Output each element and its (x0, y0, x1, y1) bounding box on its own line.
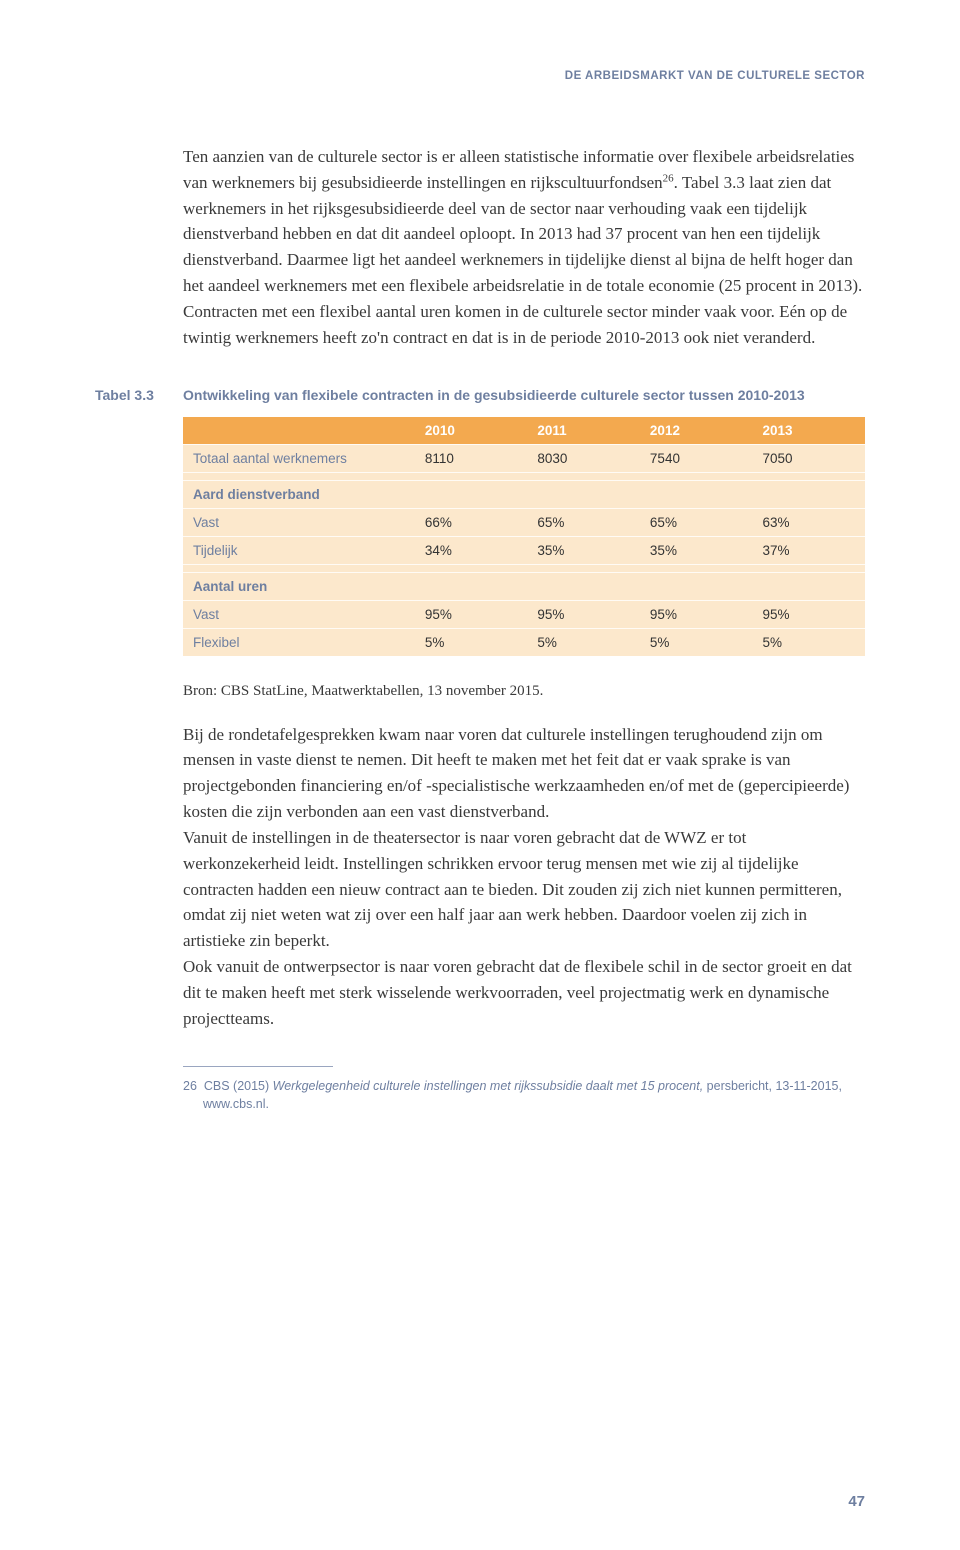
table-row (183, 472, 865, 480)
row-label: Vast (183, 600, 415, 628)
row-value: 5% (752, 628, 865, 656)
th-blank (183, 417, 415, 445)
row-value: 65% (640, 508, 753, 536)
row-value: 65% (527, 508, 640, 536)
row-value: 66% (415, 508, 528, 536)
table-row (183, 564, 865, 572)
row-value: 5% (640, 628, 753, 656)
table-row: Aard dienstverband (183, 480, 865, 508)
spacer-cell (752, 472, 865, 480)
row-value: 34% (415, 536, 528, 564)
para3-text: Vanuit de instellingen in de theatersect… (183, 825, 865, 954)
row-label: Vast (183, 508, 415, 536)
spacer-cell (640, 564, 753, 572)
footnote-rule (183, 1066, 333, 1067)
row-label: Aard dienstverband (183, 480, 415, 508)
row-value (415, 572, 528, 600)
row-label: Tijdelijk (183, 536, 415, 564)
spacer-cell (527, 564, 640, 572)
spacer-cell (415, 472, 528, 480)
running-head: DE ARBEIDSMARKT VAN DE CULTURELE SECTOR (95, 70, 865, 82)
row-value: 35% (640, 536, 753, 564)
table-header-row: 2010 2011 2012 2013 (183, 417, 865, 445)
table-caption: Ontwikkeling van flexibele contracten in… (183, 387, 805, 403)
table-row: Tijdelijk34%35%35%37% (183, 536, 865, 564)
th-2013: 2013 (752, 417, 865, 445)
spacer-cell (183, 472, 415, 480)
table-row: Flexibel5%5%5%5% (183, 628, 865, 656)
table-source: Bron: CBS StatLine, Maatwerktabellen, 13… (183, 683, 865, 700)
para1-text-b: . Tabel 3.3 laat zien dat werknemers in … (183, 173, 862, 347)
th-2011: 2011 (527, 417, 640, 445)
spacer-cell (183, 564, 415, 572)
para2-text: Bij de rondetafelgesprekken kwam naar vo… (183, 722, 865, 825)
table-3-3-block: Tabel 3.3 Ontwikkeling van flexibele con… (95, 387, 865, 657)
row-value: 8030 (527, 444, 640, 472)
row-value: 5% (415, 628, 528, 656)
row-value (527, 480, 640, 508)
row-value: 95% (527, 600, 640, 628)
row-value: 8110 (415, 444, 528, 472)
row-label: Aantal uren (183, 572, 415, 600)
paragraph-1: Ten aanzien van de culturele sector is e… (183, 144, 865, 351)
row-value: 37% (752, 536, 865, 564)
row-value: 95% (640, 600, 753, 628)
th-2012: 2012 (640, 417, 753, 445)
row-value (527, 572, 640, 600)
table-row: Vast95%95%95%95% (183, 600, 865, 628)
row-value (752, 572, 865, 600)
row-value (640, 572, 753, 600)
row-label: Flexibel (183, 628, 415, 656)
spacer-cell (640, 472, 753, 480)
table-3-3: 2010 2011 2012 2013 Totaal aantal werkne… (183, 417, 865, 657)
spacer-cell (527, 472, 640, 480)
footnote-text-a: CBS (2015) (204, 1079, 273, 1093)
page-number: 47 (848, 1493, 865, 1510)
spacer-cell (415, 564, 528, 572)
row-value: 35% (527, 536, 640, 564)
row-value (640, 480, 753, 508)
row-value (415, 480, 528, 508)
row-value: 7540 (640, 444, 753, 472)
table-row: Aantal uren (183, 572, 865, 600)
spacer-cell (752, 564, 865, 572)
row-label: Totaal aantal werknemers (183, 444, 415, 472)
table-row: Vast66%65%65%63% (183, 508, 865, 536)
table-row: Totaal aantal werknemers8110803075407050 (183, 444, 865, 472)
footnote-ref-26: 26 (663, 172, 674, 184)
footnote-text-em: Werkgelegenheid culturele instellingen m… (273, 1079, 704, 1093)
th-2010: 2010 (415, 417, 528, 445)
paragraph-2: Bij de rondetafelgesprekken kwam naar vo… (183, 722, 865, 1032)
footnote-26: 26 CBS (2015) Werkgelegenheid culturele … (183, 1077, 865, 1115)
row-value: 63% (752, 508, 865, 536)
row-value (752, 480, 865, 508)
para4-text: Ook vanuit de ontwerpsector is naar vore… (183, 954, 865, 1031)
row-value: 7050 (752, 444, 865, 472)
row-value: 95% (752, 600, 865, 628)
footnote-num: 26 (183, 1079, 197, 1093)
row-value: 5% (527, 628, 640, 656)
row-value: 95% (415, 600, 528, 628)
table-label: Tabel 3.3 (95, 387, 183, 403)
